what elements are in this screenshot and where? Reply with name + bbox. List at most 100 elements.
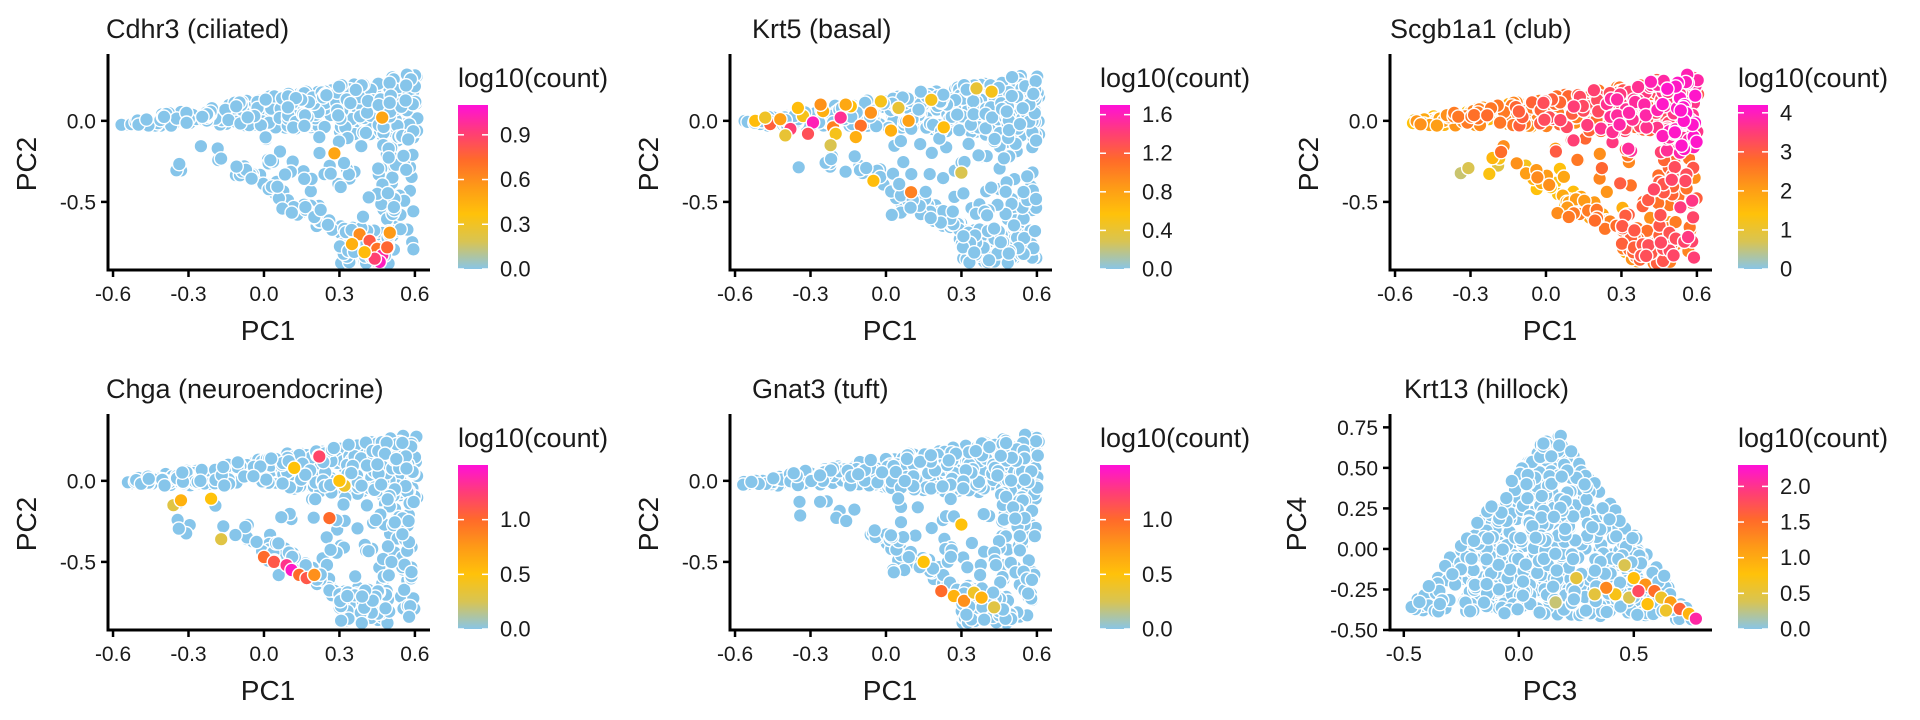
axes: -0.6 -0.3 0.0 0.3 0.6 0.0 -0.5 — [682, 54, 1052, 306]
data-point — [1655, 96, 1671, 112]
legend-title: log10(count) — [1100, 423, 1250, 453]
data-point — [343, 465, 359, 481]
data-point — [910, 499, 926, 515]
y-tick-label: -0.5 — [682, 551, 718, 574]
data-point — [993, 448, 1009, 464]
data-point — [1429, 118, 1445, 134]
data-point — [1579, 117, 1595, 133]
data-point — [323, 166, 339, 182]
data-point — [313, 202, 329, 218]
x-tick-label: -0.6 — [95, 643, 131, 666]
expressing-point — [344, 236, 360, 252]
data-point — [353, 138, 369, 154]
data-point — [1411, 594, 1427, 610]
data-point — [228, 159, 244, 175]
data-point — [1483, 498, 1499, 514]
data-point — [1512, 530, 1528, 546]
data-point — [347, 568, 363, 584]
expressing-point — [1658, 602, 1674, 618]
expressing-point — [382, 225, 398, 241]
expressing-point — [311, 449, 327, 465]
data-point — [924, 520, 940, 536]
data-point — [1492, 115, 1508, 131]
data-point — [194, 109, 210, 125]
data-point — [1491, 557, 1507, 573]
data-point — [976, 612, 992, 628]
x-tick-label: -0.3 — [170, 643, 206, 666]
data-point — [1003, 473, 1019, 489]
data-point — [955, 185, 971, 201]
data-point — [368, 512, 384, 528]
data-point — [1577, 476, 1593, 492]
data-point — [1584, 519, 1600, 535]
data-point — [262, 152, 278, 168]
data-point — [361, 543, 377, 559]
data-point — [384, 554, 400, 570]
data-point — [955, 480, 971, 496]
data-point — [269, 179, 285, 195]
data-point — [349, 520, 365, 536]
data-point — [998, 435, 1014, 451]
data-point — [311, 129, 327, 145]
data-point — [1655, 128, 1671, 144]
data-point — [297, 199, 313, 215]
data-point — [998, 184, 1014, 200]
expressing-point — [986, 599, 1002, 615]
data-point — [922, 166, 938, 182]
data-point — [1479, 107, 1495, 123]
data-point — [284, 205, 300, 221]
y-axis-label: PC2 — [11, 137, 42, 191]
expressing-point — [890, 100, 906, 116]
axes: -0.5 0.0 0.5 0.75 0.50 0.25 0.00 -0.25 -0.50 — [1330, 414, 1712, 666]
legend-tick-label: 4 — [1780, 100, 1792, 125]
data-point — [1556, 169, 1572, 185]
data-point — [348, 82, 364, 98]
data-point — [1004, 88, 1020, 104]
data-point — [1680, 229, 1696, 245]
data-point — [1643, 74, 1659, 90]
color-legend: log10(count) 0.0 0.3 0.6 0.9 — [458, 63, 608, 282]
data-point — [1012, 116, 1028, 132]
color-legend: log10(count) 0.0 0.5 1.0 — [458, 423, 608, 642]
data-point — [987, 131, 1003, 147]
expressing-point — [923, 92, 939, 108]
data-point — [1028, 433, 1044, 449]
data-point — [1535, 436, 1551, 452]
data-point — [354, 588, 370, 604]
data-point — [1027, 223, 1043, 239]
data-point — [897, 473, 913, 489]
data-point — [386, 199, 402, 215]
panel-gnat3: Gnat3 (tuft) -0.6 -0.3 0.0 0.3 0.6 0.0 -0.5 PC… — [633, 374, 1250, 706]
expressing-point — [357, 244, 373, 260]
data-point — [1612, 117, 1628, 133]
data-point — [1569, 152, 1585, 168]
data-point — [1518, 557, 1534, 573]
x-tick-label: 0.3 — [325, 643, 354, 666]
data-point — [1541, 177, 1557, 193]
data-point — [955, 228, 971, 244]
data-point — [1450, 109, 1466, 125]
data-point — [983, 180, 999, 196]
axes: -0.6 -0.3 0.0 0.3 0.6 0.0 -0.5 — [1342, 54, 1712, 306]
data-point — [373, 477, 389, 493]
x-axis-label: PC1 — [863, 315, 917, 346]
panel-scgb1a1: Scgb1a1 (club) -0.6 -0.3 0.0 0.3 0.60.0-0.5 … — [1293, 14, 1888, 346]
data-point — [1612, 175, 1628, 191]
y-axis-label: PC4 — [1281, 497, 1312, 551]
legend-tick-label: 0.0 — [1780, 617, 1811, 642]
data-point — [984, 110, 1000, 126]
data-point — [296, 171, 312, 187]
data-point — [296, 118, 312, 134]
data-point — [1548, 143, 1564, 159]
data-point — [1624, 530, 1640, 546]
expressing-point — [833, 110, 849, 126]
expressing-point — [1617, 557, 1633, 573]
expressing-point — [903, 184, 919, 200]
legend-tick-label: 1.5 — [1780, 510, 1811, 535]
data-point — [1565, 132, 1581, 148]
legend-tick-label: 0.6 — [500, 167, 531, 192]
data-point — [899, 451, 915, 467]
data-point — [387, 514, 403, 530]
data-point — [1578, 603, 1594, 619]
y-axis-label: PC2 — [633, 497, 664, 551]
